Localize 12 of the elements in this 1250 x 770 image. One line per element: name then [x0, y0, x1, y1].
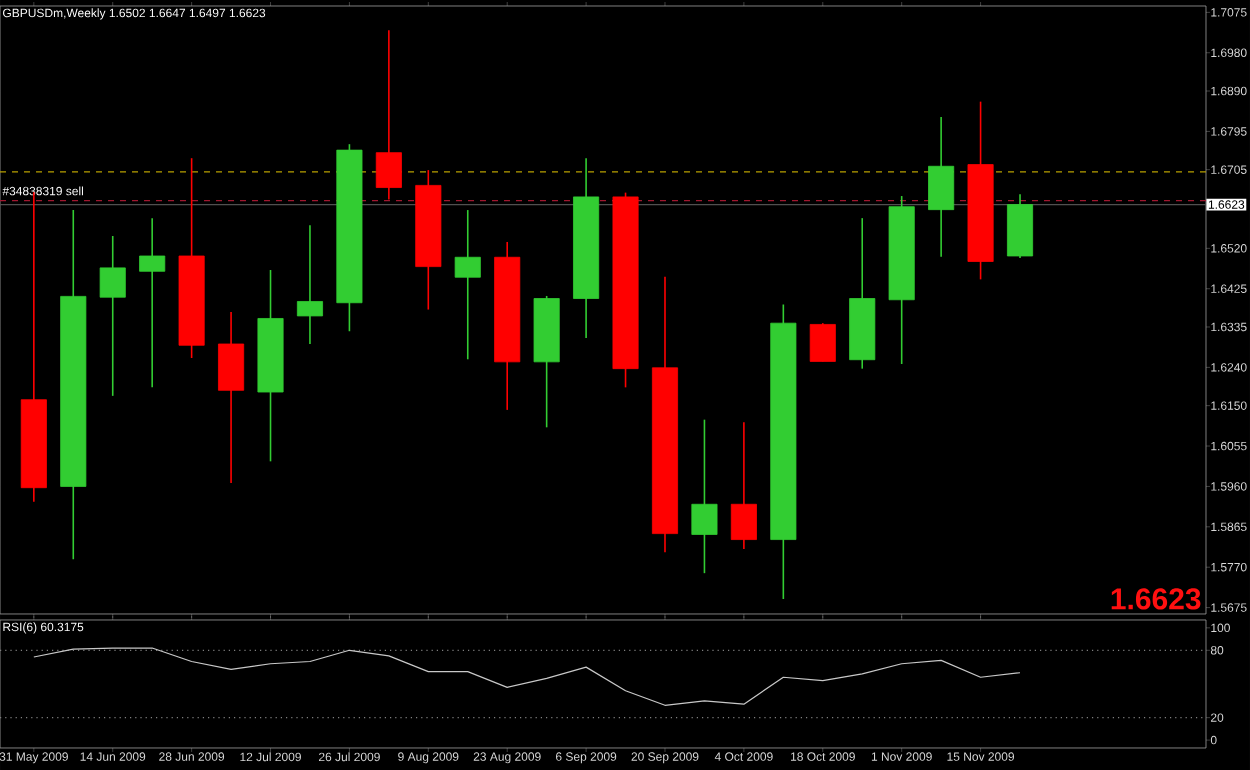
candlestick [809, 322, 836, 363]
annotation: 1.6623 [1111, 588, 1201, 610]
candlestick [218, 311, 245, 484]
candlestick [139, 217, 166, 389]
line-series [33, 647, 1021, 706]
candlestick [928, 116, 955, 258]
candlestick [691, 418, 718, 574]
candlestick [99, 235, 126, 397]
candlestick [454, 209, 481, 361]
candlestick [296, 224, 323, 345]
candlestick [375, 29, 402, 201]
candlestick [730, 421, 757, 550]
